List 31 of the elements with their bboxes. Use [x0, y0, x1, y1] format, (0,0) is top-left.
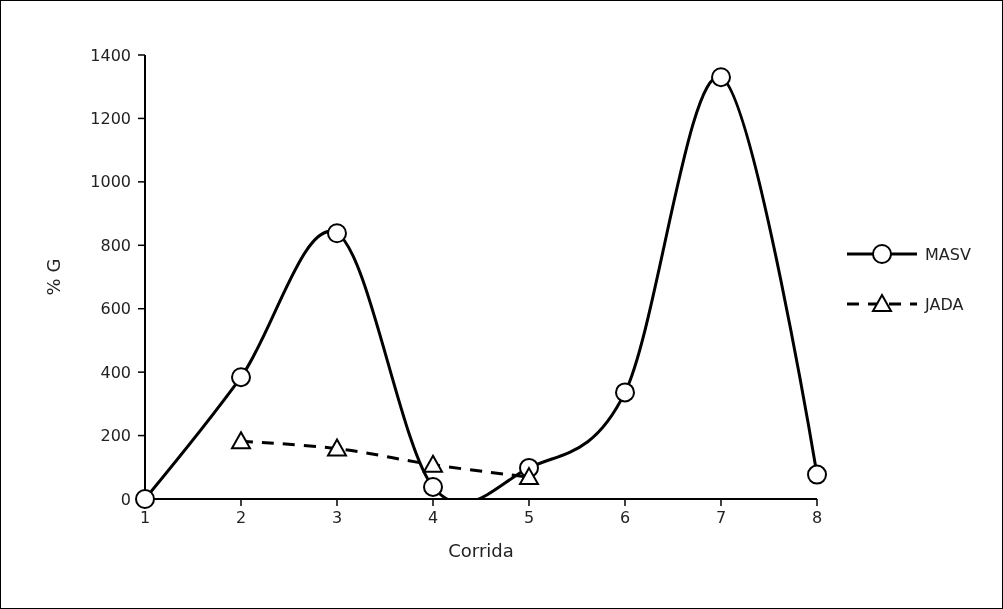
- point: [519, 467, 539, 486]
- y-tick-label: 400: [100, 362, 131, 382]
- x-axis-title: Corrida: [448, 540, 514, 561]
- point: [135, 489, 155, 509]
- point: [327, 223, 347, 244]
- x-tick-label: 6: [619, 508, 631, 527]
- legend-label: MASV: [925, 244, 971, 264]
- point: [327, 438, 347, 457]
- y-tick-label: 0: [120, 489, 131, 509]
- x-tick-label: 1: [139, 508, 151, 527]
- y-tick-label: 1000: [90, 172, 131, 192]
- point: [423, 454, 443, 473]
- point: [423, 476, 443, 497]
- y-axis-title: % G: [43, 258, 64, 296]
- x-tick-label: 2: [235, 508, 247, 527]
- point: [231, 367, 251, 388]
- x-tick-label: 8: [811, 508, 823, 527]
- legend-label: JADA: [924, 294, 964, 314]
- y-tick-label: 200: [100, 426, 131, 446]
- x-tick-label: 4: [427, 508, 439, 527]
- point: [231, 431, 251, 450]
- point: [615, 382, 635, 403]
- x-tick-label: 5: [523, 508, 535, 527]
- point: [711, 67, 731, 88]
- x-tick-label: 3: [331, 508, 343, 527]
- y-tick-label: 600: [100, 299, 131, 319]
- y-tick-label: 800: [100, 235, 131, 255]
- point: [807, 464, 827, 485]
- y-tick-label: 1400: [90, 45, 131, 65]
- y-tick-label: 1200: [90, 109, 131, 129]
- x-tick-label: 7: [715, 508, 727, 527]
